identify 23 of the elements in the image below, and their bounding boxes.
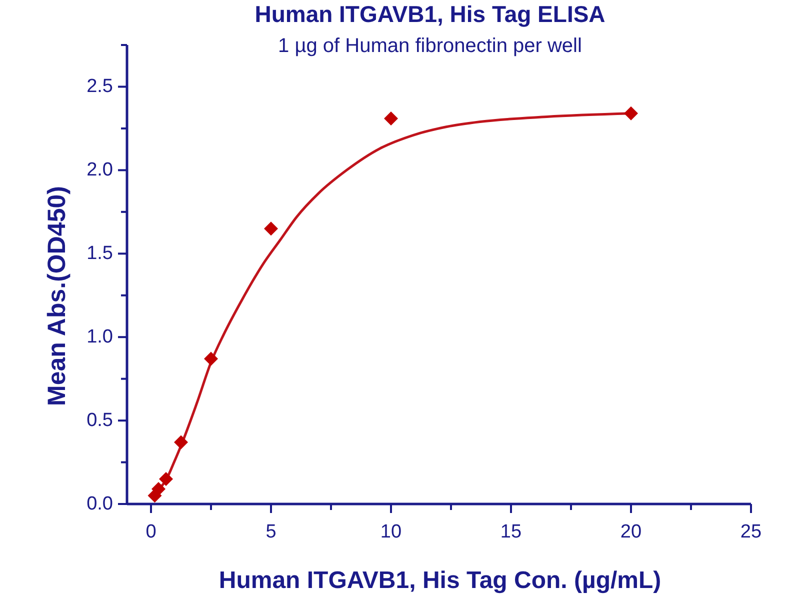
y-tick-label: 0.5: [86, 410, 113, 432]
x-axis-title: Human ITGAVB1, His Tag Con. (µg/mL): [218, 566, 662, 594]
point: [159, 472, 173, 486]
y-tick-label: 1.0: [86, 326, 113, 348]
y-tick-label: 0.0: [86, 494, 113, 514]
point: [384, 111, 398, 126]
y-tick-label: 2.5: [86, 76, 113, 98]
x-tick-label: 25: [740, 522, 762, 542]
point: [174, 435, 188, 450]
point: [204, 352, 218, 366]
point: [152, 482, 166, 496]
chart-title: Human ITGAVB1, His Tag ELISA: [254, 1, 606, 27]
x-tick-label: 15: [500, 522, 522, 542]
y-axis-title: Mean Abs.(OD450): [43, 186, 71, 406]
x-tick-label: 20: [620, 522, 642, 542]
y-tick-label: 2.0: [86, 160, 113, 181]
point: [624, 106, 638, 120]
chart-subtitle: 1 µg of Human fibronectin per well: [278, 35, 582, 57]
x-tick-label: 0: [146, 522, 156, 542]
x-tick-label: 5: [266, 522, 276, 542]
x-tick-label: 10: [380, 522, 402, 542]
y-tick-label: 1.5: [86, 243, 113, 264]
point: [264, 222, 278, 236]
